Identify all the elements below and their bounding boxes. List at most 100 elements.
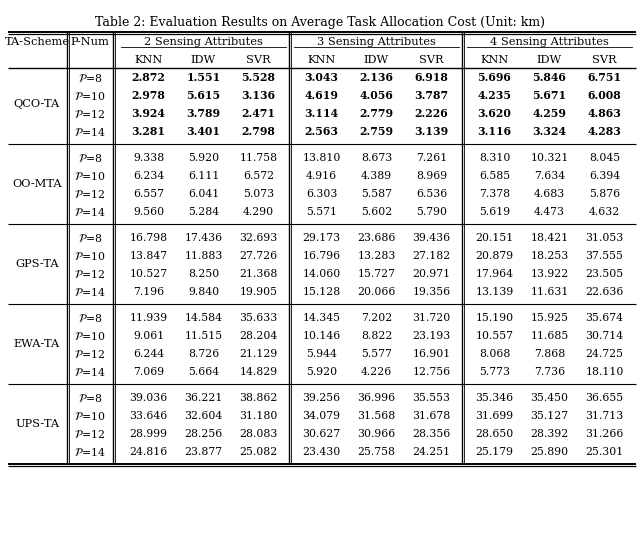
Text: OO-MTA: OO-MTA: [12, 179, 62, 189]
Text: 5.571: 5.571: [306, 207, 337, 217]
Text: 32.693: 32.693: [239, 233, 278, 243]
Text: 7.202: 7.202: [361, 313, 392, 323]
Text: 7.378: 7.378: [479, 189, 510, 199]
Text: $\mathcal{P}$=8: $\mathcal{P}$=8: [77, 392, 102, 404]
Text: 19.905: 19.905: [239, 287, 278, 297]
Text: 25.179: 25.179: [476, 447, 513, 457]
Text: 35.553: 35.553: [413, 393, 451, 403]
Text: 15.925: 15.925: [531, 313, 568, 323]
Text: 4.235: 4.235: [477, 90, 511, 102]
Text: 2.759: 2.759: [360, 127, 394, 137]
Text: $\mathcal{P}$=10: $\mathcal{P}$=10: [74, 330, 106, 342]
Text: 17.964: 17.964: [476, 269, 513, 279]
Text: 15.727: 15.727: [358, 269, 396, 279]
Text: 18.253: 18.253: [531, 251, 568, 261]
Text: $\mathcal{P}$=10: $\mathcal{P}$=10: [74, 250, 106, 262]
Text: 13.283: 13.283: [357, 251, 396, 261]
Text: 5.619: 5.619: [479, 207, 510, 217]
Text: 20.879: 20.879: [476, 251, 513, 261]
Text: 3.324: 3.324: [532, 127, 566, 137]
Text: 16.796: 16.796: [303, 251, 340, 261]
Text: 3 Sensing Attributes: 3 Sensing Attributes: [317, 37, 436, 47]
Text: 28.650: 28.650: [476, 429, 514, 439]
Text: 27.182: 27.182: [412, 251, 451, 261]
Text: 4 Sensing Attributes: 4 Sensing Attributes: [490, 37, 609, 47]
Text: 28.999: 28.999: [129, 429, 168, 439]
Text: 6.536: 6.536: [416, 189, 447, 199]
Text: 6.572: 6.572: [243, 171, 274, 181]
Text: 31.720: 31.720: [412, 313, 451, 323]
Text: 31.713: 31.713: [586, 411, 623, 421]
Text: 34.079: 34.079: [303, 411, 340, 421]
Text: 11.883: 11.883: [184, 251, 223, 261]
Text: 1.551: 1.551: [186, 73, 221, 83]
Text: TA-Scheme: TA-Scheme: [4, 37, 70, 47]
Text: 28.256: 28.256: [184, 429, 223, 439]
Text: 6.303: 6.303: [306, 189, 337, 199]
Text: 25.301: 25.301: [586, 447, 623, 457]
Text: 24.251: 24.251: [412, 447, 451, 457]
Text: 6.557: 6.557: [133, 189, 164, 199]
Text: 11.685: 11.685: [531, 331, 568, 341]
Text: 9.338: 9.338: [133, 153, 164, 163]
Text: 3.620: 3.620: [477, 108, 511, 119]
Text: 3.139: 3.139: [415, 127, 449, 137]
Text: 30.627: 30.627: [302, 429, 340, 439]
Text: 5.073: 5.073: [243, 189, 274, 199]
Text: 6.244: 6.244: [133, 349, 164, 359]
Text: 2.563: 2.563: [305, 127, 339, 137]
Text: 13.810: 13.810: [302, 153, 340, 163]
Text: 6.111: 6.111: [188, 171, 219, 181]
Text: 4.632: 4.632: [589, 207, 620, 217]
Text: 14.345: 14.345: [303, 313, 340, 323]
Text: 30.966: 30.966: [357, 429, 396, 439]
Text: 3.114: 3.114: [305, 108, 339, 119]
Text: IDW: IDW: [537, 55, 562, 65]
Text: 2.136: 2.136: [360, 73, 394, 83]
Text: IDW: IDW: [191, 55, 216, 65]
Text: 5.876: 5.876: [589, 189, 620, 199]
Text: 35.346: 35.346: [476, 393, 513, 403]
Text: P-Num: P-Num: [70, 37, 109, 47]
Text: 13.922: 13.922: [531, 269, 568, 279]
Text: 7.736: 7.736: [534, 367, 565, 377]
Text: 2.226: 2.226: [415, 108, 449, 119]
Text: 3.281: 3.281: [131, 127, 166, 137]
Text: 10.146: 10.146: [302, 331, 340, 341]
Text: 7.069: 7.069: [133, 367, 164, 377]
Text: 10.321: 10.321: [531, 153, 569, 163]
Text: 35.633: 35.633: [239, 313, 278, 323]
Text: 23.505: 23.505: [586, 269, 623, 279]
Text: 2.872: 2.872: [132, 73, 165, 83]
Text: 5.920: 5.920: [306, 367, 337, 377]
Text: 6.918: 6.918: [415, 73, 449, 83]
Text: 5.790: 5.790: [416, 207, 447, 217]
Text: 30.714: 30.714: [586, 331, 623, 341]
Text: 4.863: 4.863: [588, 108, 621, 119]
Text: $\mathcal{P}$=12: $\mathcal{P}$=12: [74, 348, 106, 360]
Text: 4.916: 4.916: [306, 171, 337, 181]
Text: 14.060: 14.060: [302, 269, 340, 279]
Text: 23.877: 23.877: [184, 447, 223, 457]
Text: $\mathcal{P}$=14: $\mathcal{P}$=14: [74, 126, 106, 138]
Text: 13.139: 13.139: [476, 287, 514, 297]
Text: 23.430: 23.430: [302, 447, 340, 457]
Text: 28.356: 28.356: [412, 429, 451, 439]
Text: 8.726: 8.726: [188, 349, 219, 359]
Text: 5.615: 5.615: [186, 90, 221, 102]
Text: 5.587: 5.587: [361, 189, 392, 199]
Text: $\mathcal{P}$=10: $\mathcal{P}$=10: [74, 90, 106, 102]
Text: 23.193: 23.193: [412, 331, 451, 341]
Text: 11.515: 11.515: [184, 331, 223, 341]
Text: 8.673: 8.673: [361, 153, 392, 163]
Text: 31.180: 31.180: [239, 411, 278, 421]
Text: 4.389: 4.389: [361, 171, 392, 181]
Text: 5.846: 5.846: [532, 73, 566, 83]
Text: 24.816: 24.816: [129, 447, 168, 457]
Text: 20.151: 20.151: [476, 233, 514, 243]
Text: 6.234: 6.234: [133, 171, 164, 181]
Text: 5.284: 5.284: [188, 207, 219, 217]
Text: 5.920: 5.920: [188, 153, 219, 163]
Text: 3.116: 3.116: [477, 127, 511, 137]
Text: KNN: KNN: [481, 55, 509, 65]
